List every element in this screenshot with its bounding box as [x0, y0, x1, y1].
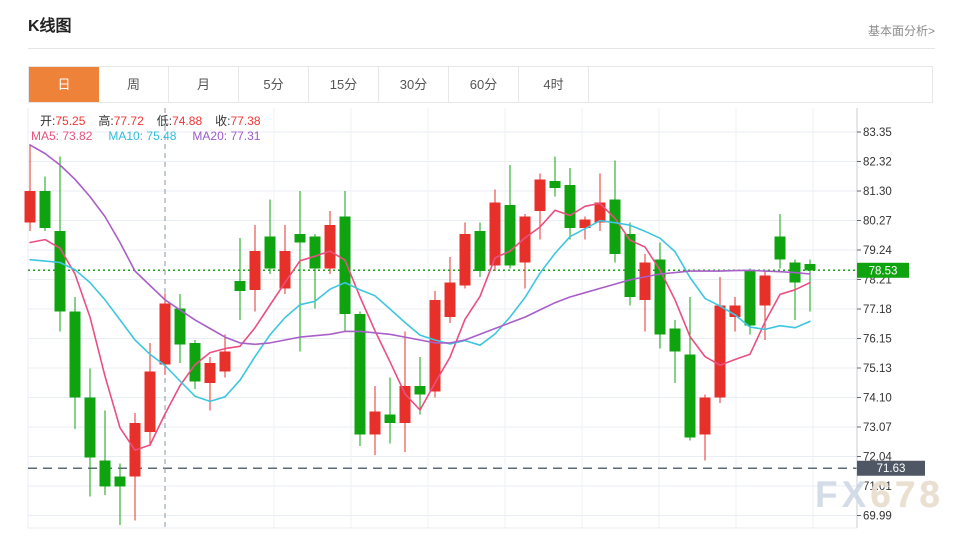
tab-timeframe-7[interactable]: 4时	[519, 67, 589, 102]
ma-legend: MA5: 73.82 MA10: 75.48 MA20: 77.31	[31, 129, 276, 143]
ohlc-legend-item: 高:77.72	[98, 114, 144, 128]
tab-timeframe-4[interactable]: 15分	[309, 67, 379, 102]
y-axis-label: 72.04	[863, 451, 892, 463]
candle[interactable]	[669, 319, 681, 384]
candle[interactable]	[414, 357, 426, 415]
candle[interactable]	[519, 213, 531, 289]
y-axis-label: 76.15	[863, 334, 892, 346]
candle[interactable]	[429, 291, 441, 398]
ohlc-legend-item: 低:74.88	[156, 114, 203, 128]
candle[interactable]	[804, 259, 816, 312]
candle[interactable]	[129, 413, 141, 521]
tab-timeframe-0[interactable]: 日	[29, 67, 99, 102]
y-axis-label: 74.10	[863, 392, 892, 404]
candle[interactable]	[219, 334, 231, 378]
candle[interactable]	[204, 357, 216, 411]
candle[interactable]	[384, 377, 396, 444]
ohlc-legend-item: 收:77.38	[215, 114, 261, 128]
y-axis-label: 83.35	[863, 127, 892, 139]
fundamental-analysis-link[interactable]: 基本面分析>	[867, 24, 935, 38]
y-axis-label: 73.07	[863, 422, 892, 434]
tab-timeframe-3[interactable]: 5分	[239, 67, 309, 102]
candle[interactable]	[564, 167, 576, 240]
candle[interactable]	[309, 233, 321, 309]
candle[interactable]	[639, 253, 651, 332]
candle[interactable]	[114, 463, 126, 526]
candle[interactable]	[444, 256, 456, 323]
candle[interactable]	[474, 222, 486, 277]
candle[interactable]	[714, 276, 726, 404]
ma-legend-item: MA5: 73.82	[31, 129, 93, 143]
candle[interactable]	[459, 222, 471, 289]
candle[interactable]	[534, 173, 546, 240]
svg-text:71.63: 71.63	[877, 463, 906, 475]
tab-timeframe-5[interactable]: 30分	[379, 67, 449, 102]
candle[interactable]	[624, 222, 636, 306]
current-price-tag: 78.53	[857, 262, 909, 278]
candle[interactable]	[654, 242, 666, 349]
ohlc-legend: 开:75.25 高:77.72 低:74.88 收:77.38	[40, 112, 274, 129]
candle[interactable]	[759, 271, 771, 341]
page-title: K线图	[28, 18, 72, 35]
candle[interactable]	[174, 294, 186, 363]
svg-text:78.53: 78.53	[869, 265, 898, 277]
candle[interactable]	[39, 176, 51, 231]
low-price-tag: 71.63	[857, 460, 925, 476]
timeframe-tab-bar: 日周月 5分 15分 30分 60分 4时	[28, 66, 933, 103]
candle[interactable]	[24, 144, 36, 231]
y-axis-label: 81.30	[863, 186, 892, 198]
y-axis-label: 77.18	[863, 304, 892, 316]
grid	[27, 108, 857, 529]
candle[interactable]	[144, 342, 156, 447]
candle[interactable]	[549, 156, 561, 197]
candle[interactable]	[159, 293, 171, 376]
y-axis-label: 80.27	[863, 215, 892, 227]
tab-timeframe-2[interactable]: 月	[169, 67, 239, 102]
candle[interactable]	[609, 160, 621, 263]
header-divider	[28, 48, 935, 49]
candle[interactable]	[69, 296, 81, 429]
ohlc-legend-item: 开:75.25	[40, 114, 86, 128]
tab-timeframe-6[interactable]: 60分	[449, 67, 519, 102]
y-axis-label: 71.01	[863, 481, 892, 493]
candle[interactable]	[399, 331, 411, 452]
candle[interactable]	[699, 394, 711, 461]
y-axis-label: 69.99	[863, 510, 892, 522]
candle[interactable]	[264, 199, 276, 275]
candle[interactable]	[99, 410, 111, 495]
candle[interactable]	[684, 296, 696, 441]
candle[interactable]	[249, 225, 261, 312]
candle[interactable]	[234, 238, 246, 320]
candle[interactable]	[294, 190, 306, 352]
candle[interactable]	[84, 368, 96, 497]
y-axis-label: 75.13	[863, 363, 892, 375]
y-axis-label: 79.24	[863, 245, 892, 257]
ma5-line	[29, 202, 811, 452]
y-axis-label: 82.32	[863, 157, 892, 169]
candle[interactable]	[744, 268, 756, 335]
candle[interactable]	[54, 156, 66, 332]
ma20-line	[29, 144, 811, 346]
ma-legend-item: MA20: 77.31	[192, 129, 261, 143]
candle[interactable]	[774, 213, 786, 269]
candle[interactable]	[324, 210, 336, 275]
candle[interactable]	[354, 311, 366, 447]
tab-timeframe-1[interactable]: 周	[99, 67, 169, 102]
ma-legend-item: MA10: 75.48	[108, 129, 177, 143]
ma10-line	[29, 219, 811, 403]
candle[interactable]	[369, 385, 381, 455]
